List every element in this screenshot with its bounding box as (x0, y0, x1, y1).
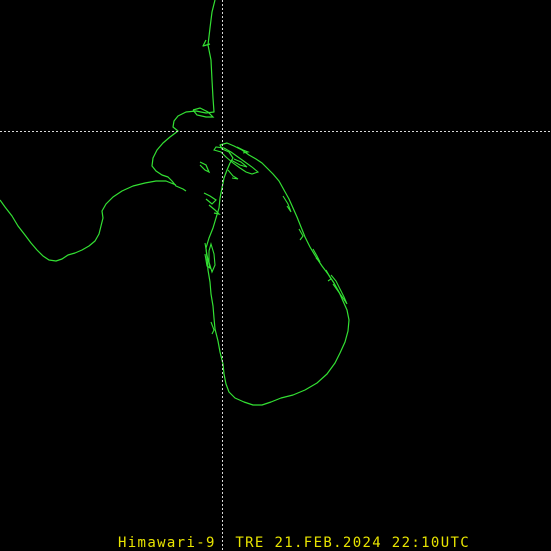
coastline-sri-lanka (205, 142, 350, 406)
coastline-rameswaram (192, 107, 221, 215)
coastline-jaffna (213, 146, 260, 180)
coastline-south-india (0, 0, 216, 262)
coastline-west-lagoons (204, 242, 216, 335)
satellite-caption: Himawari-9 TRE 21.FEB.2024 22:10UTC (118, 535, 471, 551)
coastline-east-lagoons (282, 195, 348, 305)
